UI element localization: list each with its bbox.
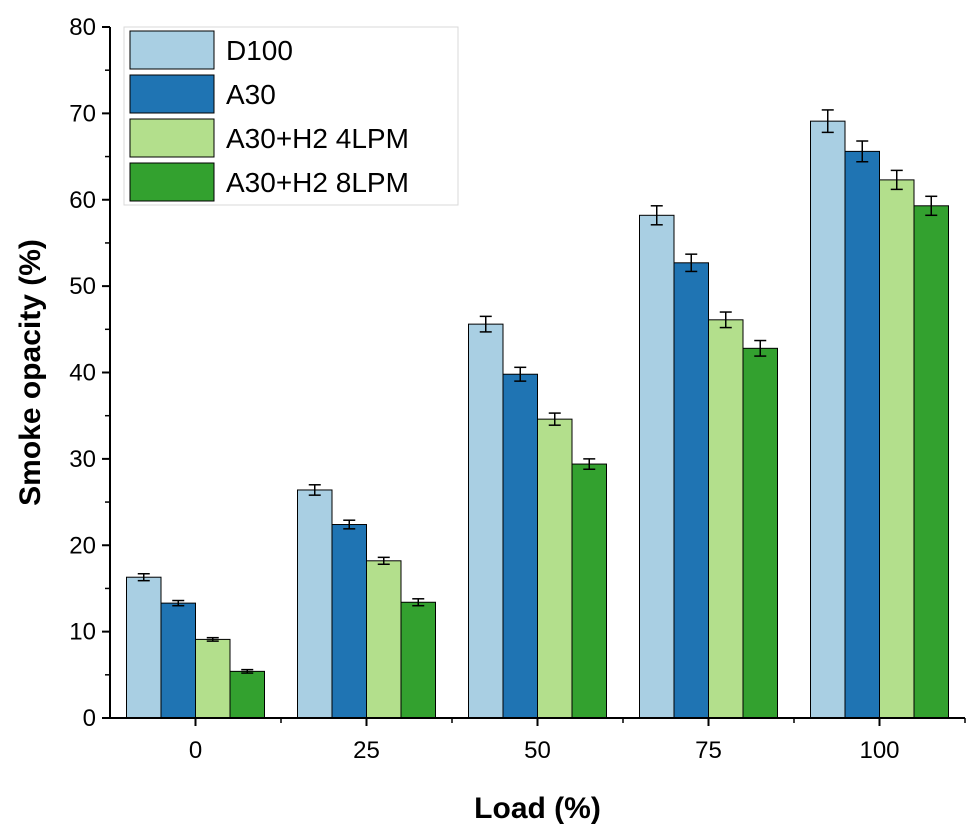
legend-swatch [129, 30, 215, 70]
bar [366, 560, 402, 719]
bar [571, 463, 607, 719]
x-tick-label: 50 [524, 737, 551, 764]
y-ticks: 0 10 20 30 40 50 60 70 80 [69, 14, 110, 732]
bars [126, 109, 949, 719]
bar [913, 205, 949, 719]
bar [879, 179, 915, 719]
legend-swatch [129, 118, 215, 158]
y-axis-title: Smoke opacity (%) [14, 239, 47, 506]
bar [400, 601, 436, 719]
legend-label: D100 [226, 35, 293, 66]
legend: D100 A30 A30+H2 4LPM A30+H2 8LPM [123, 26, 459, 206]
bar [673, 262, 709, 719]
bar [742, 347, 778, 719]
bar [468, 323, 504, 719]
x-tick-label: 25 [353, 737, 380, 764]
legend-label: A30+H2 8LPM [226, 167, 409, 198]
bar [844, 150, 880, 719]
y-tick-label: 80 [69, 14, 96, 41]
bar [502, 373, 538, 719]
x-tick-label: 0 [189, 737, 202, 764]
y-tick-label: 70 [69, 100, 96, 127]
x-axis-title: Load (%) [474, 792, 601, 825]
bar [160, 602, 196, 719]
legend-label: A30+H2 4LPM [226, 123, 409, 154]
bar [195, 638, 231, 719]
y-tick-label: 40 [69, 360, 96, 387]
x-tick-label: 100 [859, 737, 899, 764]
bar [126, 576, 162, 719]
x-tick-label: 75 [695, 737, 722, 764]
bar [708, 319, 744, 719]
y-tick-label: 10 [69, 619, 96, 646]
legend-swatch [129, 74, 215, 114]
bar [639, 214, 675, 719]
y-tick-label: 50 [69, 273, 96, 300]
legend-label: A30 [226, 79, 276, 110]
bar [297, 489, 333, 719]
y-tick-label: 20 [69, 532, 96, 559]
bar [810, 120, 846, 719]
bar [331, 524, 367, 719]
x-ticks: 0 25 50 75 100 [189, 718, 966, 764]
y-tick-label: 30 [69, 446, 96, 473]
y-tick-label: 60 [69, 187, 96, 214]
y-tick-label: 0 [83, 705, 96, 732]
bar [229, 670, 265, 719]
bar [537, 418, 573, 719]
legend-swatch [129, 162, 215, 202]
